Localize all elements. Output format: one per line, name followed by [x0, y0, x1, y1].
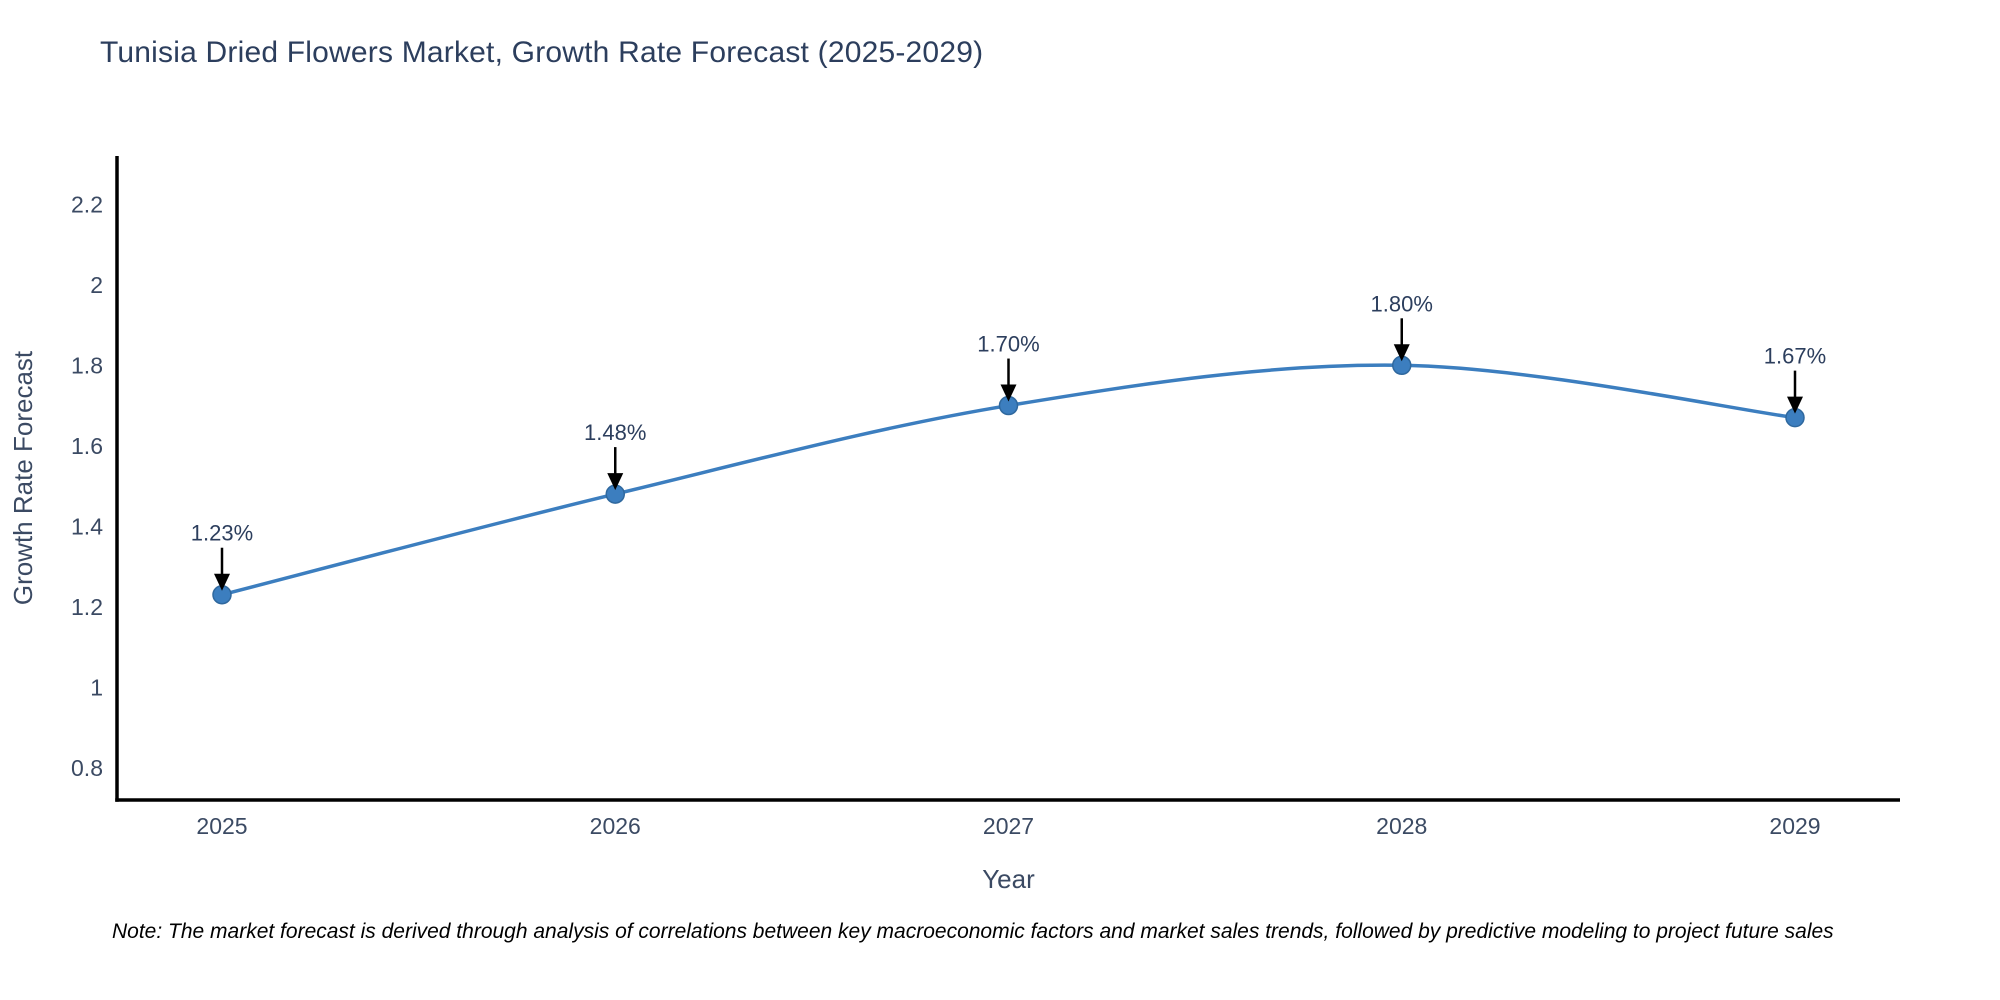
annotation-arrowhead-icon [1000, 384, 1017, 402]
annotation-arrowhead-icon [1787, 396, 1803, 414]
data-point-label: 1.48% [584, 420, 646, 445]
y-tick-label: 1.8 [71, 352, 103, 378]
chart-title: Tunisia Dried Flowers Market, Growth Rat… [100, 36, 984, 69]
y-tick-label: 2 [90, 272, 103, 298]
y-tick-label: 1 [90, 674, 103, 700]
annotation-arrowhead-icon [607, 473, 624, 491]
x-axis-title: Year [982, 864, 1035, 894]
x-tick-label: 2027 [983, 813, 1034, 839]
y-tick-label: 1.6 [71, 433, 103, 459]
y-tick-label: 1.4 [71, 513, 103, 539]
y-axis-title: Growth Rate Forecast [8, 350, 38, 605]
data-point-label: 1.80% [1371, 291, 1433, 316]
y-tick-label: 2.2 [71, 191, 103, 217]
annotation-arrowhead-icon [1393, 344, 1410, 362]
y-tick-label: 0.8 [71, 755, 103, 781]
x-tick-label: 2025 [196, 813, 247, 839]
data-point-label: 1.67% [1764, 344, 1826, 369]
footnote: Note: The market forecast is derived thr… [112, 920, 1834, 943]
x-tick-label: 2028 [1376, 813, 1427, 839]
x-tick-label: 2029 [1769, 813, 1820, 839]
data-point-label: 1.70% [977, 332, 1039, 357]
y-tick-label: 1.2 [71, 594, 103, 620]
x-tick-label: 2026 [590, 813, 641, 839]
annotation-arrowhead-icon [214, 573, 230, 591]
data-point-label: 1.23% [191, 521, 253, 546]
